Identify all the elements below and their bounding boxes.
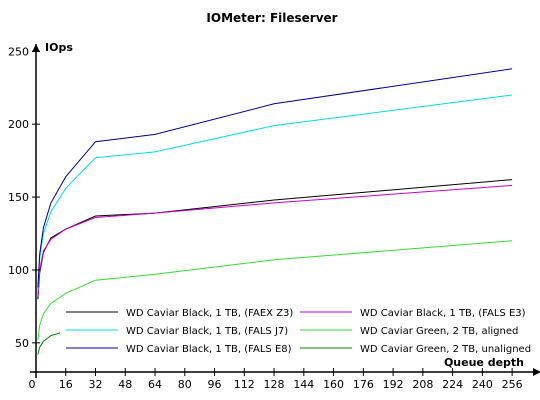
- legend-label: WD Caviar Green, 2 TB, unaligned: [360, 344, 531, 355]
- x-tick-label: 208: [412, 378, 433, 391]
- legend: WD Caviar Black, 1 TB, (FAEX Z3) WD Cavia…: [60, 300, 534, 355]
- x-tick-label: 176: [353, 378, 374, 391]
- x-tick-label: 16: [59, 378, 73, 391]
- x-tick-label: 80: [178, 378, 192, 391]
- legend-box: [60, 300, 534, 355]
- y-tick-label: 250: [8, 45, 29, 58]
- legend-label: WD Caviar Green, 2 TB, aligned: [360, 326, 518, 337]
- x-tick-label: 192: [383, 378, 404, 391]
- y-tick-label: 150: [8, 191, 29, 204]
- x-tick-label: 160: [323, 378, 344, 391]
- x-axis-ticks: 0 16 32 48 64 80 96 112 128 144 160 176 192 208 224 240…: [29, 368, 523, 391]
- x-tick-label: 256: [502, 378, 523, 391]
- y-axis-label: IOps: [45, 41, 73, 54]
- y-tick-label: 200: [8, 118, 29, 131]
- x-tick-label: 240: [472, 378, 493, 391]
- x-tick-label: 128: [264, 378, 285, 391]
- series-line-0: [37, 179, 513, 300]
- x-tick-label: 64: [148, 378, 162, 391]
- x-tick-label: 0: [29, 378, 36, 391]
- x-tick-label: 48: [118, 378, 132, 391]
- x-tick-label: 32: [89, 378, 103, 391]
- x-tick-label: 224: [442, 378, 463, 391]
- axes: [30, 44, 540, 378]
- x-axis-label: Queue depth: [444, 356, 524, 369]
- legend-label: WD Caviar Black, 1 TB, (FALS E3): [360, 308, 526, 319]
- chart-title: IOMeter: Fileserver: [206, 11, 337, 25]
- x-axis-arrow: [533, 368, 540, 376]
- legend-label: WD Caviar Black, 1 TB, (FALS E8): [126, 344, 292, 355]
- y-axis-ticks: 50 100 150 200 250: [8, 45, 40, 350]
- series-line-1: [37, 184, 513, 297]
- series-line-4: [37, 68, 513, 288]
- series-line-3: [37, 240, 513, 340]
- legend-label: WD Caviar Black, 1 TB, (FALS J7): [126, 326, 288, 337]
- y-tick-label: 50: [15, 337, 29, 350]
- series-line-2: [37, 94, 513, 291]
- legend-label: WD Caviar Black, 1 TB, (FAEX Z3): [126, 308, 293, 319]
- y-axis-arrow: [32, 44, 40, 52]
- x-tick-label: 96: [208, 378, 222, 391]
- x-tick-label: 144: [293, 378, 314, 391]
- x-tick-label: 112: [234, 378, 255, 391]
- y-tick-label: 100: [8, 264, 29, 277]
